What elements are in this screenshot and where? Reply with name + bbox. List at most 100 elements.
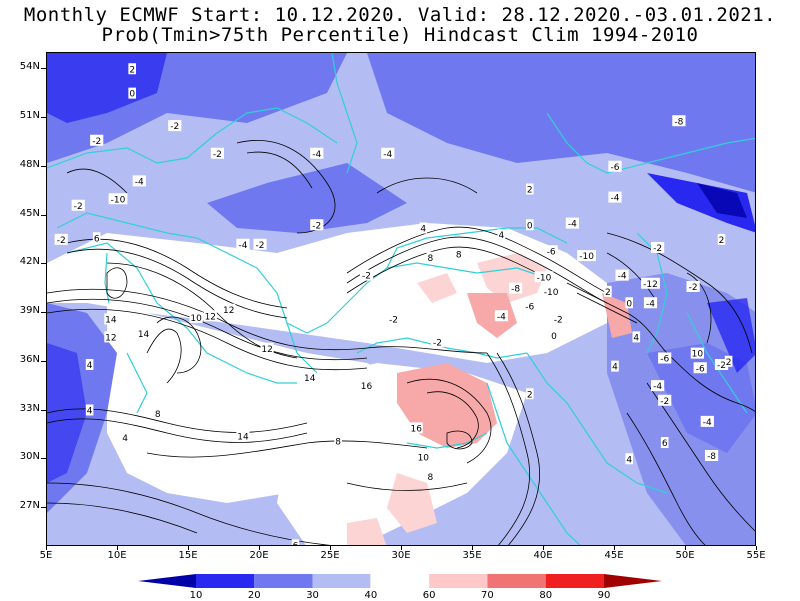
contour-label: -4 [381, 147, 395, 160]
contour-label-text: -4 [618, 272, 627, 282]
contour-label-text: -6 [696, 364, 705, 374]
contour-label: 0 [128, 87, 136, 100]
contour-label-text: -12 [643, 280, 658, 290]
colorbar-label: 40 [364, 590, 378, 601]
contour-label: -10 [577, 250, 596, 262]
contour-label: -6 [608, 160, 622, 173]
contour-label: 0 [625, 297, 633, 309]
contour-label: -2 [386, 313, 401, 326]
contour-label: 4 [85, 404, 94, 417]
map-title: Monthly ECMWF Start: 10.12.2020. Valid: … [23, 4, 777, 26]
contour-label-text: 0 [527, 221, 533, 231]
contour-label-text: -4 [568, 220, 577, 230]
lat-label: 36N [19, 353, 40, 365]
lat-tick [41, 117, 46, 118]
contour-label: 4 [632, 331, 641, 343]
contour-label-text: 0 [129, 90, 135, 100]
contour-label: -10 [541, 285, 561, 298]
contour-label: -4 [700, 415, 714, 428]
contour-label-text: 4 [626, 455, 632, 465]
lon-label: 35E [462, 550, 482, 561]
contour-label: -6 [544, 245, 558, 257]
contour-label-text: -4 [383, 150, 392, 160]
lon-label: 15E [178, 550, 198, 561]
lon-label: 10E [107, 550, 127, 561]
lon-tick [330, 546, 331, 550]
contour-lines [47, 140, 755, 545]
contour-label-text: -2 [653, 244, 662, 254]
lon-label: 50E [675, 550, 695, 561]
contour-label: 4 [85, 359, 94, 371]
contour-label-text: 4 [499, 231, 505, 241]
lon-tick [259, 546, 260, 550]
probability-shading [47, 53, 755, 545]
contour-label: -2 [714, 359, 729, 371]
contour-label-text: 6 [94, 234, 100, 244]
contour-label: 10 [189, 311, 203, 324]
contour-label-text: 12 [261, 345, 272, 355]
contour-label-text: -4 [611, 194, 620, 204]
lat-tick [41, 214, 46, 216]
contour-label: 12 [260, 342, 274, 355]
contour-label: 14 [136, 328, 151, 340]
contour-label-text: -4 [238, 241, 247, 251]
contour-label-text: 8 [456, 251, 462, 261]
contour-label: 8 [426, 471, 435, 483]
contour-label: -4 [494, 310, 508, 322]
contour-label: -2 [430, 336, 445, 348]
colorbar [138, 574, 662, 588]
contour-label: 6 [660, 437, 669, 449]
contour-label-text: 2 [527, 390, 533, 400]
colorbar-segment [196, 574, 255, 588]
contour-label-text: 4 [87, 407, 93, 417]
contour-label-text: 12 [205, 312, 216, 322]
contour-label: -2 [90, 134, 104, 147]
lat-tick [41, 263, 46, 265]
contour-label-text: 10 [190, 314, 202, 324]
contour-label: 2 [717, 233, 726, 246]
contour-label-text: -2 [256, 241, 265, 251]
contour-label-text: -2 [57, 236, 66, 246]
contour-label-text: -8 [511, 285, 520, 295]
lat-label: 33N [19, 402, 40, 414]
lon-tick [685, 546, 686, 550]
lat-tick [41, 312, 46, 313]
contour-label: -4 [651, 380, 665, 392]
contour-label: -4 [132, 175, 146, 187]
contour-label-text: -4 [653, 382, 662, 392]
contour-label: -2 [253, 238, 267, 251]
lat-tick [41, 507, 46, 508]
lon-tick [117, 546, 118, 550]
lat-label: 30N [19, 451, 40, 463]
contour-label: 2 [526, 388, 534, 400]
contour-label: 10 [690, 347, 704, 360]
contour-label: -2 [210, 147, 224, 160]
lon-label: 25E [320, 550, 340, 561]
contour-label: 0 [526, 219, 534, 231]
contour-label: 2 [724, 355, 733, 368]
contour-label-text: -2 [213, 150, 222, 160]
contour-label-text: -2 [433, 338, 442, 348]
contour-label: 8 [153, 407, 162, 420]
contour-label: 4 [419, 222, 428, 235]
contour-label-text: -2 [389, 316, 398, 326]
contour-label: 12 [203, 310, 217, 322]
colorbar-segment [487, 574, 546, 588]
map-subtitle: Prob(Tmin>75th Percentile) Hindcast Clim… [101, 24, 699, 46]
contour-label: -2 [551, 313, 565, 326]
contour-label-text: 6 [662, 439, 668, 449]
coastlines [47, 53, 755, 545]
lon-tick [46, 546, 47, 550]
contour-label: -4 [608, 191, 622, 204]
contour-label-text: 6 [293, 541, 299, 546]
contour-label-text: -2 [362, 272, 371, 282]
contour-label: 6 [92, 232, 101, 244]
contour-label: 16 [409, 422, 423, 434]
contour-label-text: -2 [717, 361, 726, 371]
contour-label: 16 [359, 380, 374, 392]
contour-label: -12 [641, 277, 660, 290]
contour-label-text: -4 [703, 418, 712, 428]
contour-label-text: 4 [633, 333, 639, 343]
colorbar-label: 80 [539, 590, 553, 601]
contour-label-text: -10 [579, 252, 594, 262]
